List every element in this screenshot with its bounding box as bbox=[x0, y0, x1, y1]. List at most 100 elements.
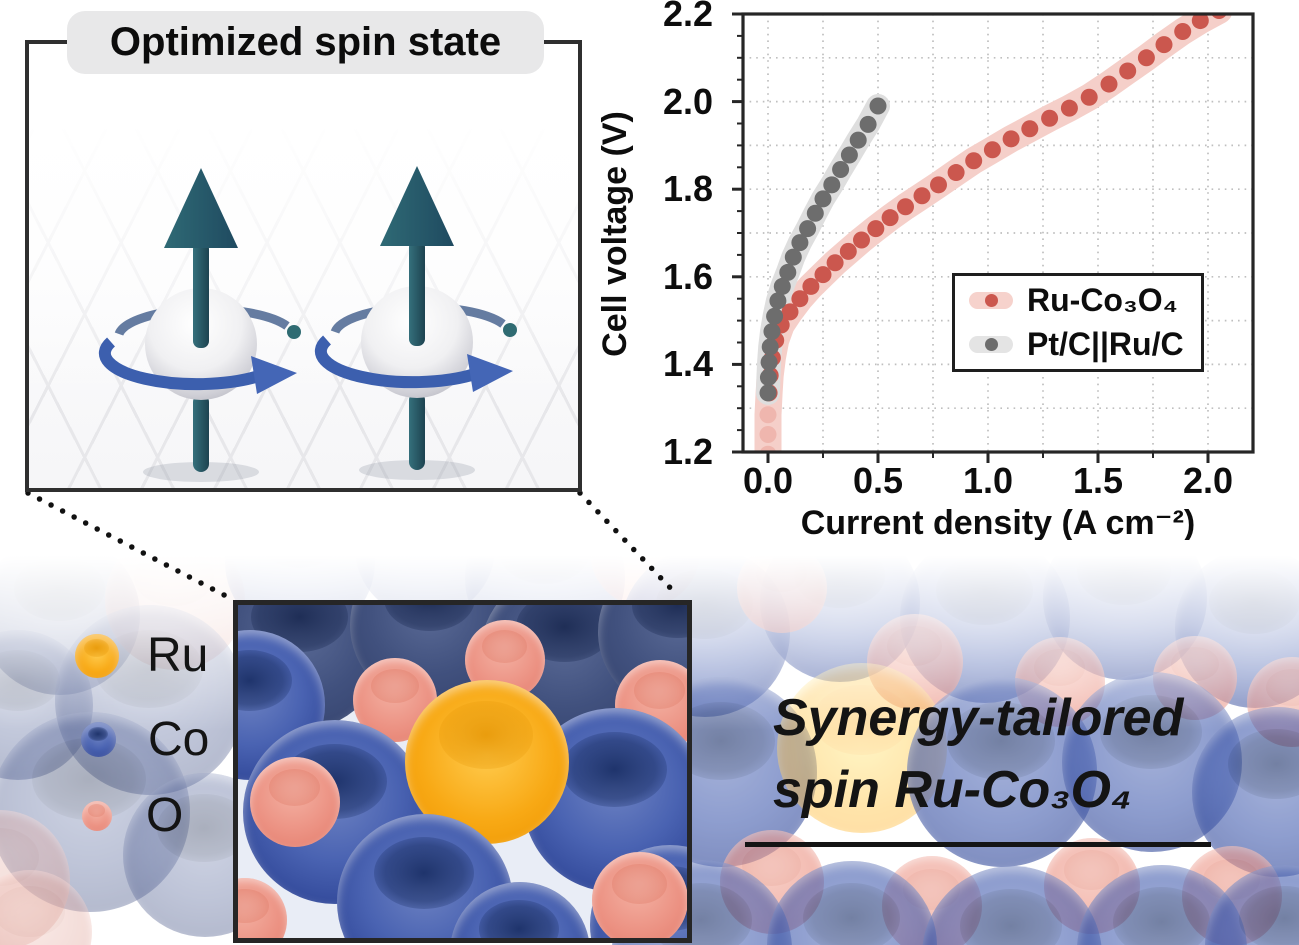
data-point-ptc-ruc bbox=[761, 338, 779, 356]
tagline-underline bbox=[745, 842, 1211, 847]
tiled-floor-background bbox=[29, 44, 578, 488]
data-point-ptc-ruc bbox=[773, 277, 791, 295]
data-point-ptc-ruc bbox=[791, 234, 809, 252]
data-point-ru-co3o4 bbox=[791, 290, 809, 308]
o-atom-sphere bbox=[238, 878, 287, 938]
data-point-ru-co3o4 bbox=[1174, 23, 1192, 41]
data-point-ru-co3o4 bbox=[1137, 49, 1155, 67]
data-point-ptc-ruc bbox=[760, 353, 778, 371]
tagline-line1: Synergy-tailored bbox=[773, 689, 1184, 747]
data-point-ru-co3o4 bbox=[983, 141, 1001, 159]
spin-atom-right bbox=[321, 166, 517, 480]
o-atom-sphere bbox=[0, 870, 92, 945]
data-point-ru-co3o4 bbox=[853, 231, 870, 249]
data-point-ru-co3o4 bbox=[1100, 75, 1118, 93]
legend-row-co: Co bbox=[81, 712, 209, 767]
ru-swatch-icon bbox=[75, 633, 119, 678]
x-tick-label: 2.0 bbox=[1182, 460, 1234, 501]
data-point-ru-co3o4 bbox=[897, 198, 914, 216]
o-atom-sphere bbox=[737, 543, 827, 633]
data-point-ru-co3o4 bbox=[1119, 62, 1137, 80]
co-label: Co bbox=[148, 713, 210, 766]
polarization-chart bbox=[732, 12, 1255, 463]
ru-label: Ru bbox=[147, 629, 209, 682]
data-point-ru-co3o4 bbox=[814, 266, 832, 284]
lattice-inset-box bbox=[233, 600, 692, 943]
y-tick-label: 2.2 bbox=[662, 0, 713, 34]
data-point-ru-co3o4 bbox=[965, 152, 983, 170]
data-point-ptc-ruc bbox=[814, 190, 832, 208]
data-point-ru-co3o4 bbox=[913, 187, 931, 205]
o-label: O bbox=[146, 789, 184, 842]
data-point-ptc-ruc bbox=[766, 307, 784, 325]
y-tick-label: 1.4 bbox=[662, 343, 713, 385]
data-point-ptc-ruc bbox=[759, 369, 777, 387]
legend-row-ru: Ru bbox=[75, 628, 208, 683]
legend-row-o: O bbox=[82, 788, 183, 843]
data-point-faded bbox=[760, 445, 776, 451]
legend-entry-ruco3o4: Ru-Co₃O₄ bbox=[969, 282, 1201, 319]
data-point-ptc-ruc bbox=[799, 220, 817, 238]
data-point-ptc-ruc bbox=[832, 160, 850, 178]
data-point-ptc-ruc bbox=[840, 146, 858, 164]
data-point-ptc-ruc bbox=[769, 292, 787, 310]
atomic-surface-render bbox=[0, 540, 1299, 945]
tagline-line2: spin Ru-Co₃O₄ bbox=[773, 761, 1132, 819]
data-point-ru-co3o4 bbox=[1041, 109, 1059, 127]
data-point-ru-co3o4 bbox=[867, 220, 885, 238]
legend-label-ptc-ruc: Pt/C||Ru/C bbox=[1027, 325, 1184, 362]
data-point-ptc-ruc bbox=[779, 263, 797, 281]
data-point-ru-co3o4 bbox=[802, 277, 820, 295]
data-point-ru-co3o4 bbox=[781, 303, 799, 321]
data-point-ru-co3o4 bbox=[1191, 15, 1209, 30]
data-point-faded bbox=[759, 406, 777, 424]
o-atom-sphere bbox=[250, 757, 340, 847]
data-point-faded bbox=[759, 425, 777, 443]
data-point-ptc-ruc bbox=[823, 176, 841, 194]
o-atom-sphere bbox=[592, 852, 687, 938]
data-point-ru-co3o4 bbox=[1021, 120, 1039, 138]
data-point-ptc-ruc bbox=[859, 115, 877, 133]
tagline: Synergy-tailored spin Ru-Co₃O₄ bbox=[745, 682, 1225, 847]
optimized-spin-state-panel: Optimized spin state bbox=[25, 11, 582, 492]
panel-title-pill: Optimized spin state bbox=[67, 11, 544, 74]
x-tick-label: 0.0 bbox=[742, 460, 794, 501]
o-atom-sphere bbox=[590, 540, 700, 607]
x-axis-label: Current density (A cm⁻²) bbox=[800, 504, 1196, 542]
ptc-ruc-marker-icon bbox=[969, 335, 1013, 353]
data-point-ptc-ruc bbox=[763, 323, 781, 341]
y-tick-label: 2.0 bbox=[662, 80, 713, 122]
data-point-ptc-ruc bbox=[869, 97, 887, 115]
legend-label-ruco3o4: Ru-Co₃O₄ bbox=[1027, 282, 1178, 319]
data-point-ru-co3o4 bbox=[1060, 99, 1078, 117]
y-tick-label: 1.2 bbox=[662, 431, 713, 472]
chart-legend: Ru-Co₃O₄ Pt/C||Ru/C bbox=[952, 273, 1204, 372]
plot-border bbox=[741, 12, 1255, 454]
data-point-ptc-ruc bbox=[759, 384, 777, 402]
x-tick-label: 1.5 bbox=[1072, 460, 1124, 501]
data-point-ru-co3o4 bbox=[881, 209, 899, 227]
legend-entry-ptc-ruc: Pt/C||Ru/C bbox=[969, 326, 1201, 363]
data-point-ru-co3o4 bbox=[947, 164, 965, 182]
atom-color-legend: Ru Co O bbox=[0, 540, 240, 860]
x-tick-label: 1.0 bbox=[962, 460, 1014, 501]
data-point-ru-co3o4 bbox=[1002, 130, 1020, 148]
data-point-ptc-ruc bbox=[784, 248, 802, 266]
o-swatch-icon bbox=[82, 800, 112, 831]
data-point-ru-co3o4 bbox=[1212, 15, 1226, 19]
data-point-ptc-ruc bbox=[806, 204, 824, 222]
spin-atoms-illustration bbox=[29, 44, 578, 488]
data-point-ru-co3o4 bbox=[1155, 36, 1173, 54]
y-tick-label: 1.6 bbox=[662, 255, 713, 297]
co-swatch-icon bbox=[81, 722, 116, 757]
y-tick-label: 1.8 bbox=[662, 168, 713, 210]
x-tick-label: 0.5 bbox=[852, 460, 904, 501]
co-atom-sphere bbox=[760, 540, 920, 682]
data-point-ru-co3o4 bbox=[839, 242, 857, 260]
data-point-ru-co3o4 bbox=[826, 254, 844, 272]
co-atom-sphere bbox=[900, 540, 1070, 703]
data-point-ptc-ruc bbox=[849, 131, 867, 149]
spin-atom-left bbox=[105, 168, 301, 482]
data-point-ru-co3o4 bbox=[1080, 88, 1098, 106]
